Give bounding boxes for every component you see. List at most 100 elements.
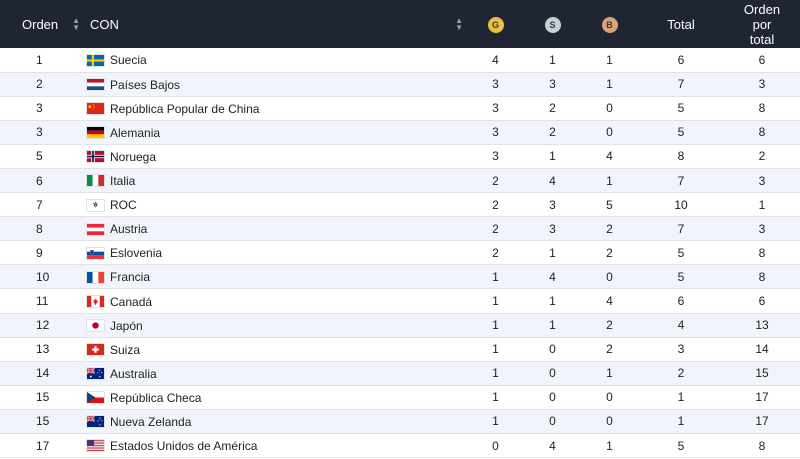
country-name: Austria bbox=[110, 222, 148, 237]
header-row: Orden ▲ ▼ CON ▲ ▼ G S B Total Orden por to… bbox=[0, 0, 800, 48]
column-header-bronze[interactable]: B bbox=[581, 0, 638, 48]
gold-cell: 1 bbox=[492, 293, 499, 308]
rank-by-total-cell: 6 bbox=[758, 52, 766, 67]
rank-by-total-cell: 8 bbox=[758, 125, 766, 140]
gold-cell: 3 bbox=[492, 77, 499, 92]
germany-flag-icon bbox=[86, 126, 105, 140]
column-header-rank-label: Orden bbox=[22, 16, 59, 32]
column-header-noc[interactable]: CON ▲ ▼ bbox=[82, 0, 467, 48]
rank-cell: 10 bbox=[36, 269, 50, 284]
rank-cell: 2 bbox=[36, 77, 43, 92]
silver-cell: 4 bbox=[549, 438, 556, 453]
gold-cell: 1 bbox=[492, 414, 499, 429]
gold-cell: 2 bbox=[492, 221, 499, 236]
column-header-total-label: Total bbox=[667, 16, 695, 32]
country-name: ROC bbox=[110, 198, 137, 213]
bronze-cell: 0 bbox=[606, 269, 613, 284]
total-cell: 1 bbox=[677, 390, 685, 405]
bronze-cell: 1 bbox=[606, 366, 613, 381]
country-name: Canadá bbox=[110, 294, 153, 309]
bronze-cell: 1 bbox=[606, 173, 613, 188]
table-row: 3 Alemania 3 2 0 5 8 bbox=[0, 120, 800, 145]
rank-by-total-cell: 6 bbox=[758, 293, 766, 308]
silver-cell: 3 bbox=[549, 197, 556, 212]
rank-cell: 15 bbox=[36, 390, 50, 405]
country-name: Italia bbox=[110, 173, 136, 188]
silver-cell: 0 bbox=[549, 390, 556, 405]
country-name: Eslovenia bbox=[110, 246, 163, 261]
gold-cell: 2 bbox=[492, 197, 499, 212]
country-cell: Noruega bbox=[82, 144, 467, 168]
country-name: Francia bbox=[110, 270, 151, 285]
country-cell: ROC bbox=[82, 193, 467, 217]
gold-medal-icon: G bbox=[487, 16, 504, 33]
country-cell: Francia bbox=[82, 265, 467, 289]
gold-cell: 1 bbox=[492, 342, 499, 357]
column-header-rank[interactable]: Orden ▲ ▼ bbox=[0, 0, 82, 48]
silver-medal-icon: S bbox=[544, 16, 561, 33]
rank-by-total-cell: 8 bbox=[758, 101, 766, 116]
slovenia-flag-icon bbox=[86, 246, 105, 260]
france-flag-icon bbox=[86, 270, 105, 284]
column-header-silver[interactable]: S bbox=[524, 0, 581, 48]
silver-cell: 0 bbox=[549, 414, 556, 429]
gold-cell: 2 bbox=[492, 245, 499, 260]
bronze-cell: 1 bbox=[606, 52, 613, 67]
country-cell: Suecia bbox=[82, 48, 467, 72]
total-cell: 10 bbox=[674, 197, 688, 212]
gold-cell: 1 bbox=[492, 390, 499, 405]
rank-by-total-cell: 13 bbox=[755, 318, 769, 333]
silver-cell: 3 bbox=[549, 77, 556, 92]
gold-cell: 1 bbox=[492, 318, 499, 333]
country-name: Australia bbox=[110, 366, 157, 381]
bronze-cell: 4 bbox=[606, 149, 613, 164]
silver-cell: 1 bbox=[549, 149, 556, 164]
total-cell: 5 bbox=[677, 438, 685, 453]
country-cell: Países Bajos bbox=[82, 72, 467, 96]
bronze-cell: 4 bbox=[606, 293, 613, 308]
bronze-cell: 5 bbox=[606, 197, 613, 212]
country-cell: Austria bbox=[82, 217, 467, 241]
sort-icon[interactable]: ▲ ▼ bbox=[455, 16, 463, 32]
table-row: 8 Austria 2 3 2 7 3 bbox=[0, 216, 800, 241]
gold-cell: 1 bbox=[492, 366, 499, 381]
usa-flag-icon bbox=[86, 439, 105, 453]
silver-cell: 1 bbox=[549, 318, 556, 333]
silver-cell: 2 bbox=[549, 101, 556, 116]
total-cell: 6 bbox=[677, 293, 685, 308]
australia-flag-icon bbox=[86, 367, 105, 381]
bronze-cell: 2 bbox=[606, 342, 613, 357]
gold-cell: 1 bbox=[492, 269, 499, 284]
rank-by-total-cell: 8 bbox=[758, 438, 766, 453]
rank-by-total-cell: 3 bbox=[758, 173, 766, 188]
new-zealand-flag-icon bbox=[86, 415, 105, 429]
column-header-rank-by-total[interactable]: Orden por total bbox=[724, 0, 800, 48]
table-row: 10 Francia 1 4 0 5 8 bbox=[0, 264, 800, 289]
country-cell: Suiza bbox=[82, 337, 467, 361]
table-row: 15 Nueva Zelanda 1 0 0 1 17 bbox=[0, 409, 800, 434]
country-cell: Japón bbox=[82, 313, 467, 337]
column-header-total[interactable]: Total bbox=[638, 0, 724, 48]
roc-flag-icon bbox=[86, 198, 105, 212]
netherlands-flag-icon bbox=[86, 78, 105, 92]
rank-cell: 9 bbox=[36, 245, 43, 260]
bronze-cell: 1 bbox=[606, 438, 613, 453]
bronze-cell: 0 bbox=[606, 390, 613, 405]
norway-flag-icon bbox=[86, 150, 105, 164]
column-header-gold[interactable]: G bbox=[467, 0, 524, 48]
country-cell: Alemania bbox=[82, 120, 467, 144]
table-row: 9 Eslovenia 2 1 2 5 8 bbox=[0, 241, 800, 265]
bronze-cell: 0 bbox=[606, 125, 613, 140]
table-row: 11 Canadá 1 1 4 6 6 bbox=[0, 289, 800, 314]
country-name: Suiza bbox=[110, 342, 141, 357]
silver-cell: 1 bbox=[549, 293, 556, 308]
sort-icon[interactable]: ▲ ▼ bbox=[72, 16, 80, 32]
country-name: Estados Unidos de América bbox=[110, 438, 258, 453]
rank-cell: 3 bbox=[36, 125, 43, 140]
country-name: República Popular de China bbox=[110, 101, 260, 116]
rank-by-total-cell: 3 bbox=[758, 221, 766, 236]
austria-flag-icon bbox=[86, 222, 105, 236]
country-name: Suecia bbox=[110, 53, 147, 68]
country-cell: Italia bbox=[82, 168, 467, 192]
